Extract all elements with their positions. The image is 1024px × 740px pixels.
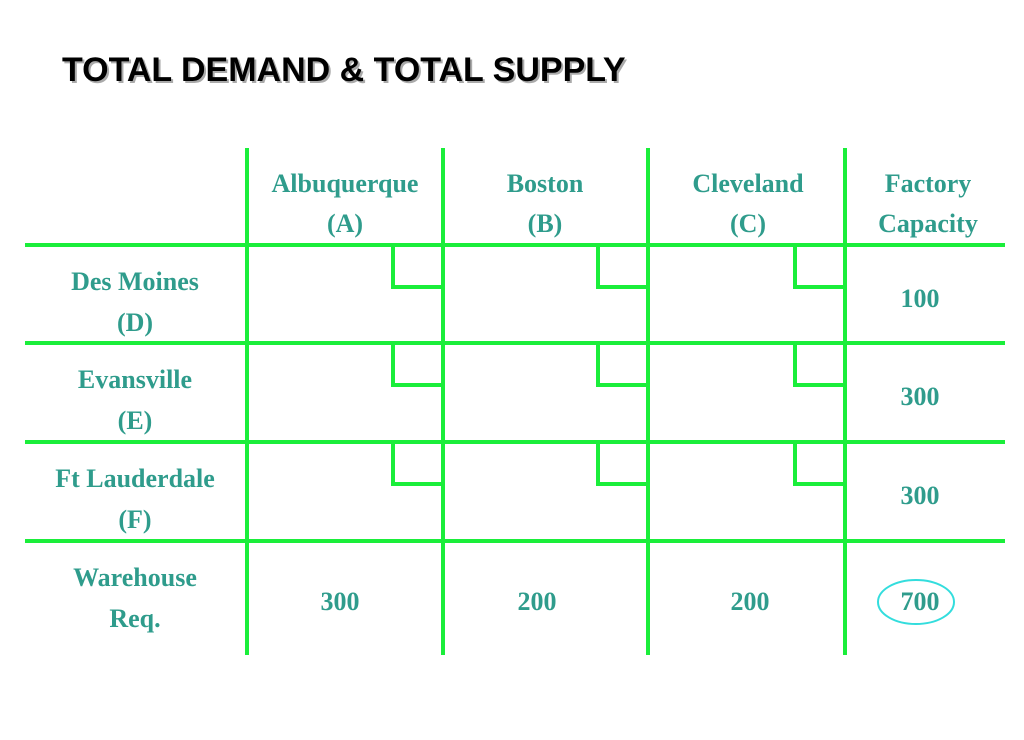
total-value: 700 (901, 587, 940, 616)
row-label: (D) (117, 308, 153, 337)
row-label: Ft Lauderdale (55, 464, 215, 493)
column-header: (B) (528, 209, 563, 238)
column-header: Factory (885, 169, 972, 198)
cost-box (793, 343, 845, 387)
requirement-value: 200 (518, 587, 557, 616)
cost-box (391, 245, 443, 289)
cost-box (596, 442, 648, 486)
column-header: Albuquerque (272, 169, 419, 198)
column-header: (A) (327, 209, 363, 238)
cost-box (596, 343, 648, 387)
column-header: Capacity (878, 209, 978, 238)
row-label: Req. (109, 604, 160, 633)
row-label: Des Moines (71, 267, 199, 296)
capacity-value: 300 (901, 481, 940, 510)
column-header: Cleveland (692, 169, 804, 198)
cost-box (596, 245, 648, 289)
requirement-value: 200 (731, 587, 770, 616)
row-label: (F) (118, 505, 151, 534)
cost-box (391, 343, 443, 387)
column-header: (C) (730, 209, 766, 238)
cost-box (793, 442, 845, 486)
requirement-value: 300 (321, 587, 360, 616)
capacity-value: 300 (901, 382, 940, 411)
row-label: Evansville (78, 365, 192, 394)
grid (25, 148, 1005, 655)
slide-title: TOTAL DEMAND & TOTAL SUPPLY (62, 51, 626, 89)
column-header: Boston (507, 169, 584, 198)
cost-box (391, 442, 443, 486)
row-label: Warehouse (73, 563, 197, 592)
cost-box (793, 245, 845, 289)
capacity-value: 100 (901, 284, 940, 313)
highlight-circle (877, 579, 955, 625)
row-label: (E) (118, 406, 153, 435)
